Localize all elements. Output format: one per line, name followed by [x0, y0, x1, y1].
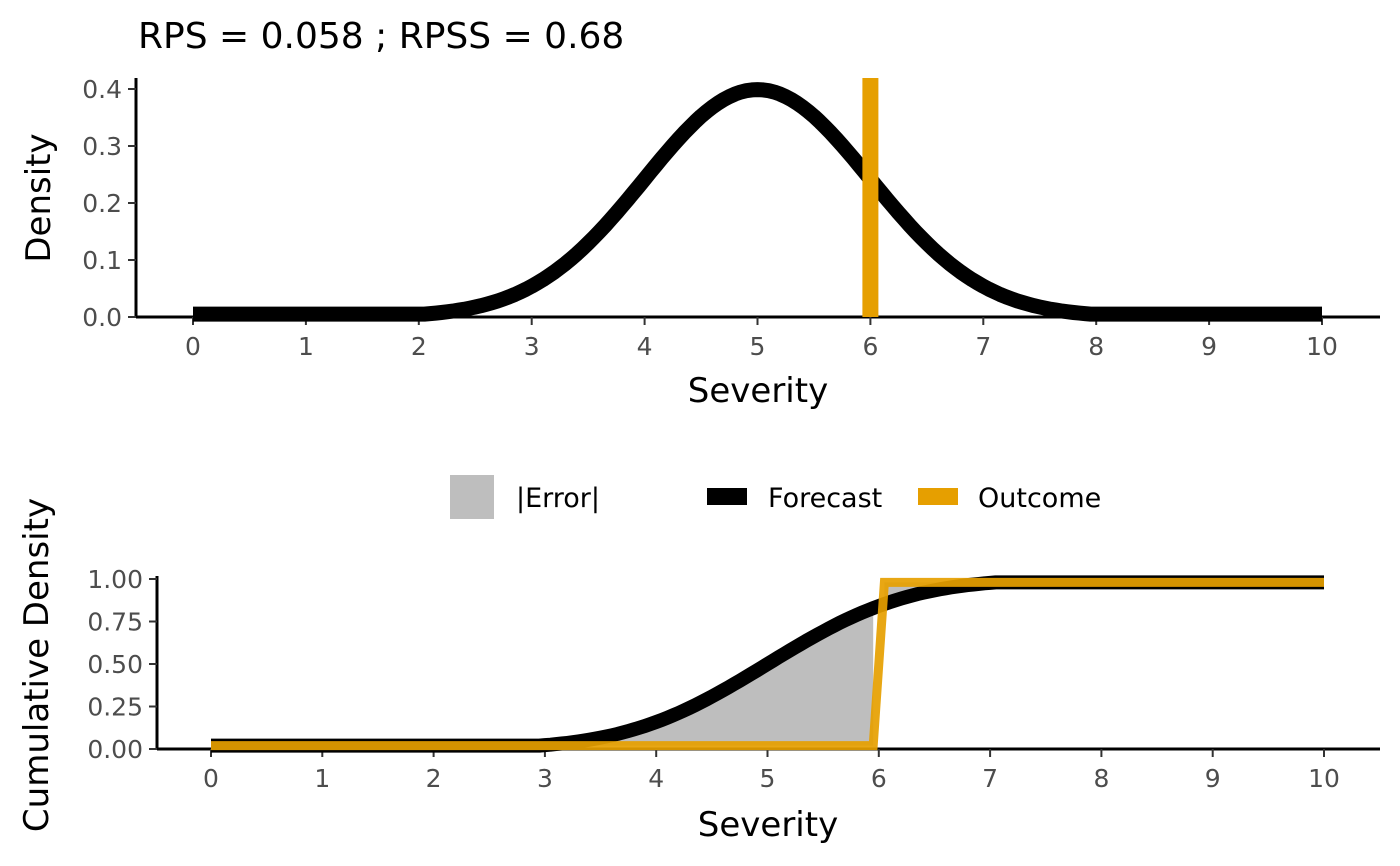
top-x-tick-label: 4 [637, 332, 653, 361]
bottom-y-tick-label: 0.50 [87, 650, 143, 679]
bottom-x-tick-label: 3 [537, 764, 553, 793]
legend-label-forecast: Forecast [768, 483, 882, 514]
top-x-tick-label: 10 [1306, 332, 1338, 361]
bottom-x-tick-label: 9 [1205, 764, 1221, 793]
top-x-tick-label: 6 [862, 332, 878, 361]
bottom-x-tick-label: 7 [982, 764, 998, 793]
top-y-tick-label: 0.2 [82, 189, 122, 218]
error-area [211, 608, 874, 746]
bottom-x-tick-label: 2 [426, 764, 442, 793]
top-x-tick-label: 5 [750, 332, 766, 361]
top-y-axis-title: Density [19, 133, 59, 262]
top-x-tick-label: 2 [411, 332, 427, 361]
density-panel: 0 1 2 3 4 5 6 7 8 9 10 0.0 0.1 0.2 0.3 0.4 [82, 75, 1380, 361]
top-x-tick-label: 1 [298, 332, 314, 361]
top-y-tick-label: 0.0 [82, 303, 122, 332]
top-y-tick-label: 0.3 [82, 132, 122, 161]
legend-key-outcome [918, 488, 958, 505]
top-x-tick-label: 7 [975, 332, 991, 361]
bottom-x-tick-label: 0 [203, 764, 219, 793]
bottom-y-tick-label: 0.25 [87, 693, 143, 722]
legend-key-error [450, 475, 494, 519]
bottom-x-tick-label: 8 [1093, 764, 1109, 793]
top-x-tick-label: 3 [524, 332, 540, 361]
bottom-y-tick-label: 0.75 [87, 608, 143, 637]
bottom-x-tick-label: 1 [314, 764, 330, 793]
outcome-step-line [211, 577, 1324, 751]
bottom-x-tick-label: 5 [760, 764, 776, 793]
top-x-tick-label: 9 [1201, 332, 1217, 361]
legend-label-outcome: Outcome [978, 483, 1101, 514]
legend: |Error| Forecast Outcome [450, 475, 1101, 519]
bottom-y-tick-label: 1.00 [87, 565, 143, 594]
top-x-tick-label: 8 [1088, 332, 1104, 361]
bottom-x-tick-label: 10 [1308, 764, 1340, 793]
bottom-y-axis-title: Cumulative Density [17, 498, 57, 832]
chart-title: RPS = 0.058 ; RPSS = 0.68 [138, 16, 624, 57]
bottom-y-tick-label: 0.00 [87, 735, 143, 764]
forecast-density-line [191, 82, 1324, 322]
legend-key-forecast [707, 488, 747, 505]
legend-label-error: |Error| [516, 483, 600, 514]
top-y-tick-label: 0.1 [82, 246, 122, 275]
bottom-x-tick-label: 6 [871, 764, 887, 793]
top-x-tick-label: 0 [185, 332, 201, 361]
top-x-axis-title: Severity [688, 371, 828, 411]
cumulative-panel: 0 1 2 3 4 5 6 7 8 9 10 0.00 0.25 0.50 0.75 1.00 [87, 565, 1380, 793]
bottom-x-axis-title: Severity [698, 805, 838, 845]
top-y-tick-label: 0.4 [82, 75, 122, 104]
bottom-x-tick-label: 4 [648, 764, 664, 793]
